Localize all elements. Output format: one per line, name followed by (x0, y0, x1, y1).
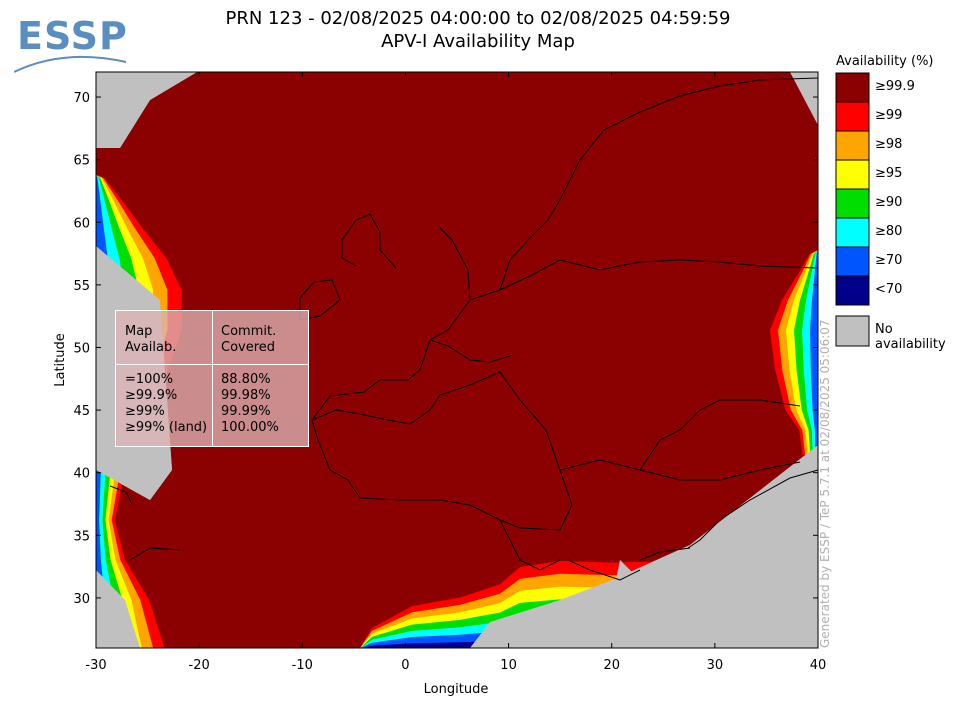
stats-col-divider (116, 311, 213, 446)
no-availability-region (612, 560, 660, 620)
y-tick-label: 60 (73, 216, 90, 231)
legend-title: Availability (%) (836, 54, 934, 69)
legend-label: ≥98 (875, 137, 903, 152)
no-availability-region (96, 570, 140, 648)
y-tick-label: 45 (73, 404, 90, 419)
coastline (341, 213, 397, 269)
y-axis-label: Latitude (53, 333, 68, 387)
x-tick-label: -10 (292, 658, 313, 673)
legend-swatch (835, 217, 870, 248)
coastline (639, 547, 691, 561)
stats-header-map-availab: Map Availab. (125, 324, 177, 355)
coastline (639, 399, 801, 471)
legend-label: ≥90 (875, 195, 903, 210)
legend-label: <70 (875, 282, 903, 297)
legend-label: ≥95 (875, 166, 903, 181)
no-availability-region (96, 72, 197, 148)
no-availability-region (470, 445, 818, 648)
y-tick-label: 40 (73, 467, 90, 482)
coastline (311, 329, 449, 421)
y-tick-label: 70 (73, 91, 90, 106)
legend-swatch (835, 159, 870, 190)
chart-title: PRN 123 - 02/08/2025 04:00:00 to 02/08/2… (225, 8, 731, 29)
coastline (559, 459, 801, 481)
no-availability-region (790, 72, 818, 125)
map-frame (95, 71, 819, 649)
legend-label: ≥80 (875, 224, 903, 239)
x-tick-label: 20 (603, 658, 620, 673)
legend-swatches (835, 72, 870, 347)
legend-label: ≥99 (875, 108, 903, 123)
x-tick-label: 30 (707, 658, 724, 673)
coastline (499, 77, 819, 291)
coastline (687, 469, 819, 549)
y-tick-label: 50 (73, 341, 90, 356)
coastline (347, 371, 573, 531)
essp-logo-swoosh (14, 55, 127, 73)
legend-swatch (835, 72, 870, 103)
legend-label: ≥99.9 (875, 79, 915, 94)
stats-header-rule (116, 364, 308, 365)
stats-rows-thresholds: =100% ≥99.9% ≥99% ≥99% (land) (125, 372, 208, 435)
y-tick-label: 30 (73, 592, 90, 607)
x-tick-label: 10 (500, 658, 517, 673)
chart-subtitle: APV-I Availability Map (381, 31, 575, 52)
coastline (311, 371, 501, 481)
coastline (129, 547, 181, 561)
legend-swatch (835, 275, 870, 306)
x-tick-label: -30 (85, 658, 106, 673)
x-axis-label: Longitude (424, 682, 489, 697)
legend-swatch (835, 101, 870, 132)
legend-swatch (835, 246, 870, 277)
legend-swatch (835, 130, 870, 161)
x-tick-label: 40 (810, 658, 827, 673)
legend-swatch-no-availability (835, 315, 870, 347)
coastline (109, 485, 133, 505)
availability-band-≥70 (810, 250, 818, 455)
coastline (567, 559, 641, 581)
generated-by-text: Generated by ESSP / TeP 5.7.1 at 02/08/2… (818, 319, 832, 648)
coastlines (109, 77, 819, 581)
stats-header-commit-covered: Commit. Covered (221, 324, 277, 355)
x-tick-label: 0 (401, 658, 409, 673)
x-ticks: -30 -20 -10 0 10 20 30 40 (85, 72, 826, 673)
y-tick-label: 35 (73, 529, 90, 544)
coastline (439, 227, 471, 301)
coastline (447, 259, 819, 331)
coastline (429, 339, 511, 363)
x-tick-label: -20 (189, 658, 210, 673)
stats-rows-values: 88.80% 99.98% 99.99% 100.00% (221, 372, 279, 435)
legend-label-no-availability: No availability (875, 322, 946, 352)
y-ticks: 30 35 40 45 50 55 60 65 70 (73, 91, 818, 607)
coastline (499, 519, 561, 571)
y-tick-label: 65 (73, 154, 90, 169)
coastline (299, 279, 341, 321)
commitment-stats-table: Map Availab. Commit. Covered =100% ≥99.9… (115, 310, 309, 447)
legend-swatch (835, 188, 870, 219)
y-tick-label: 55 (73, 279, 90, 294)
legend-label: ≥70 (875, 253, 903, 268)
essp-logo: ESSP (17, 14, 128, 58)
